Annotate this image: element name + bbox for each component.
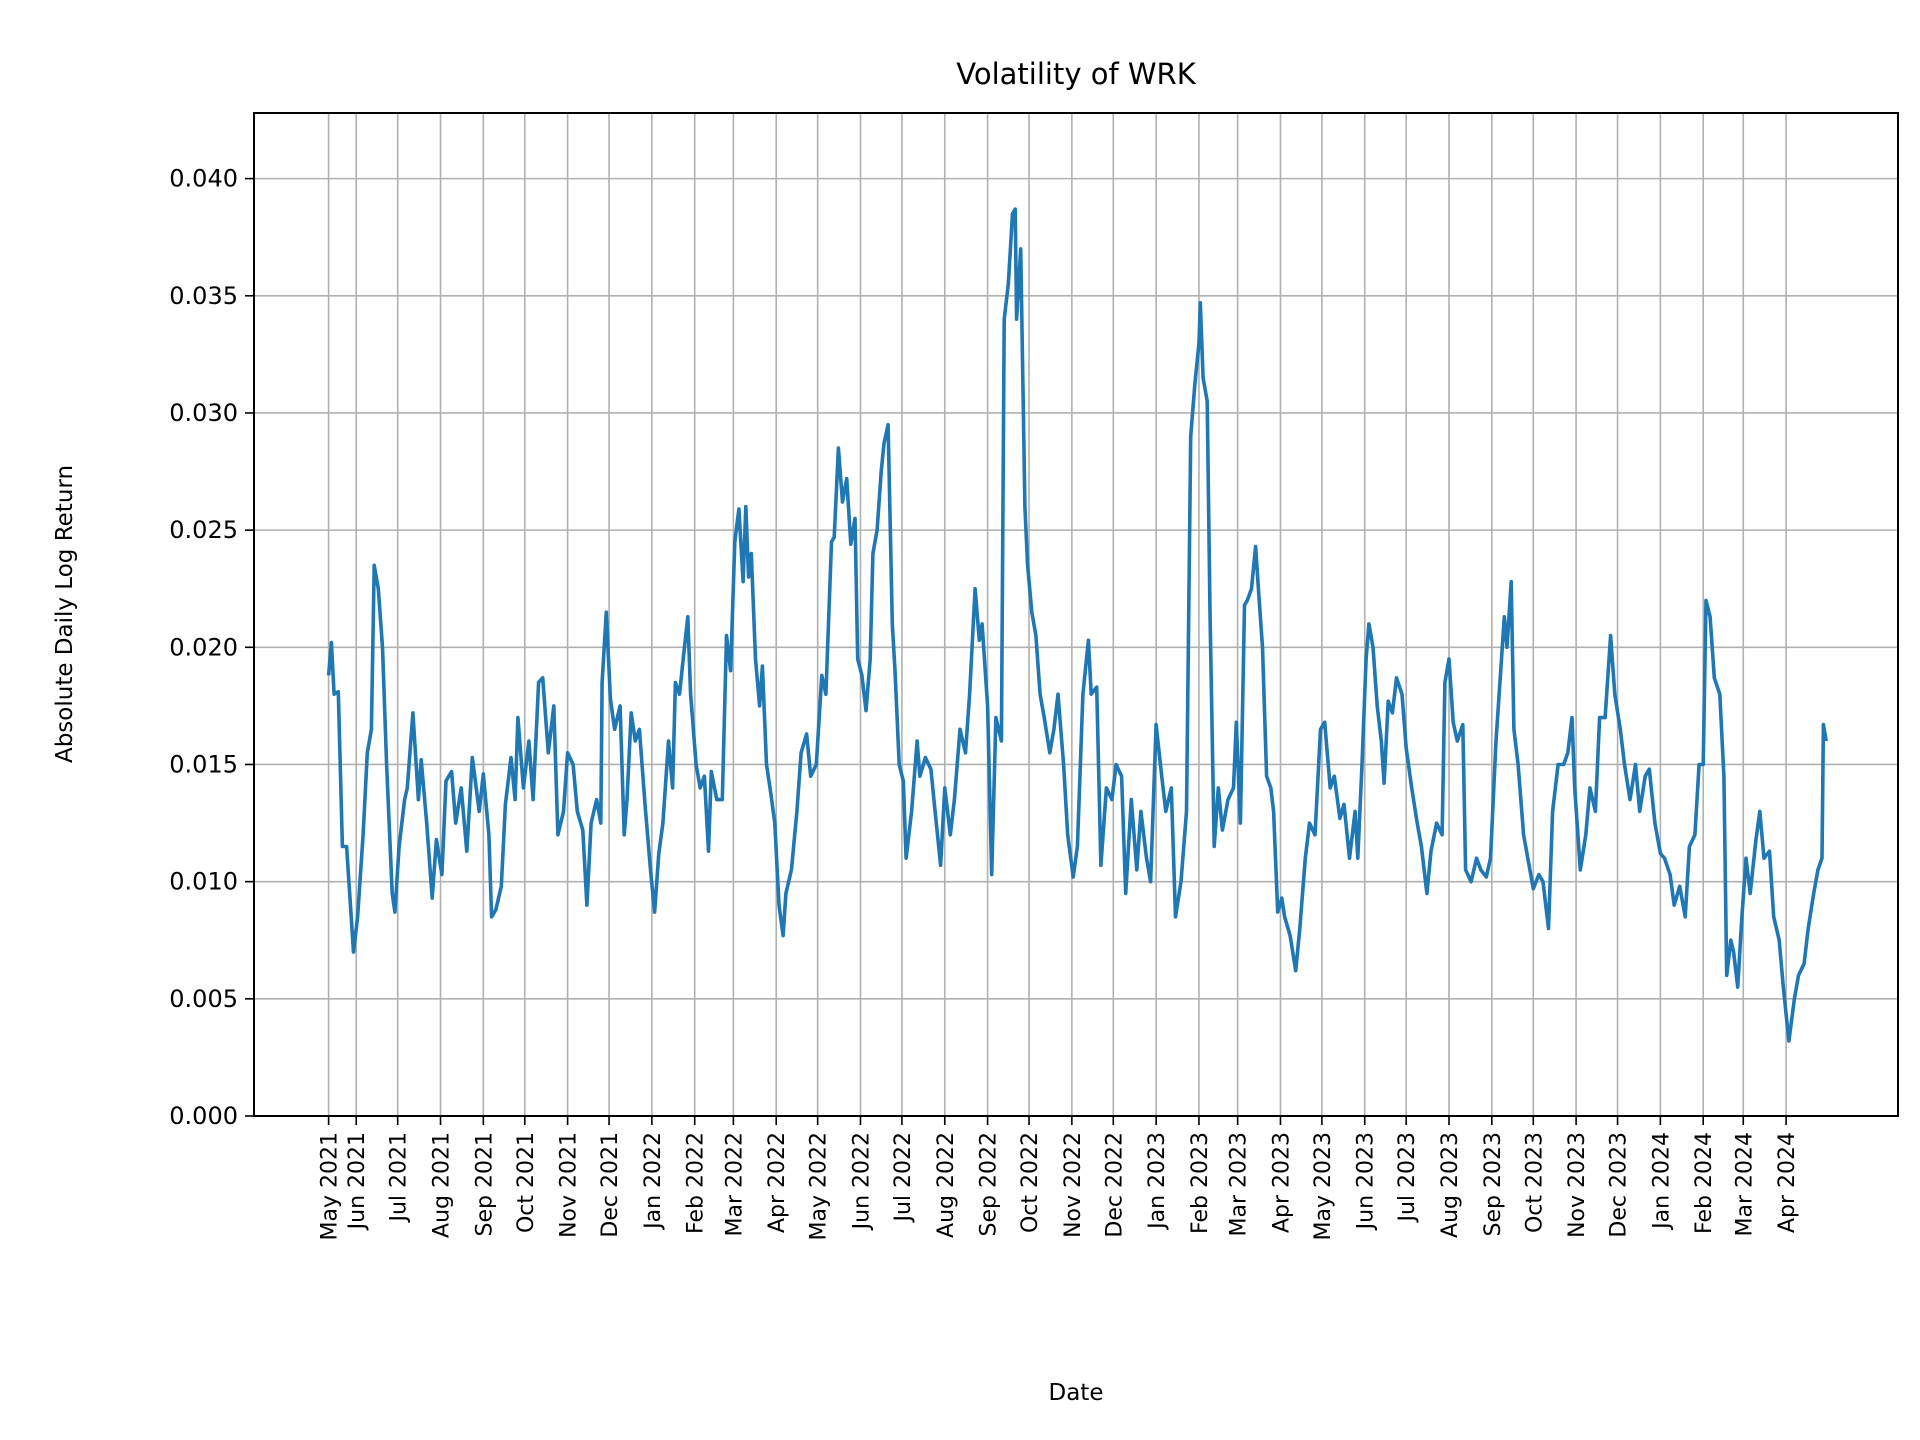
x-tick-label: Dec 2022 — [1102, 1132, 1127, 1238]
x-tick-label: Feb 2023 — [1188, 1132, 1213, 1234]
y-tick-label: 0.020 — [169, 633, 238, 661]
x-tick-label: May 2023 — [1311, 1132, 1336, 1240]
x-tick-label: Jul 2022 — [891, 1132, 916, 1224]
x-tick-label: Sep 2021 — [472, 1132, 497, 1236]
x-tick-label: Mar 2024 — [1732, 1132, 1757, 1237]
series-layer — [326, 207, 1828, 1043]
x-tick-label: Dec 2023 — [1607, 1132, 1632, 1238]
x-tick-label: Oct 2021 — [514, 1132, 539, 1233]
x-tick-label: Apr 2022 — [765, 1132, 790, 1233]
x-tick-label: Aug 2022 — [934, 1132, 959, 1238]
x-tick-label: Mar 2022 — [722, 1132, 747, 1237]
chart-title: Volatility of WRK — [956, 57, 1196, 91]
x-tick-label: Feb 2022 — [684, 1132, 709, 1234]
x-tick-label: Nov 2023 — [1565, 1132, 1590, 1238]
x-tick-label: Jan 2023 — [1145, 1132, 1170, 1231]
y-tick-label: 0.010 — [169, 868, 238, 896]
x-tick-label: Oct 2022 — [1018, 1132, 1043, 1233]
x-tick-label: Nov 2021 — [557, 1132, 582, 1238]
y-tick-label: 0.030 — [169, 399, 238, 427]
y-tick-label: 0.035 — [169, 282, 238, 310]
x-tick-label: Dec 2021 — [598, 1132, 623, 1238]
y-axis-label: Absolute Daily Log Return — [52, 465, 78, 763]
x-tick-label: Jul 2023 — [1395, 1132, 1420, 1224]
x-tick-label: Jan 2022 — [641, 1132, 666, 1231]
y-axis-ticks: 0.000 0.005 0.010 0.015 0.020 0.025 0.030 0.035… — [169, 165, 254, 1130]
y-tick-label: 0.015 — [169, 750, 238, 778]
x-axis-label: Date — [1049, 1380, 1104, 1406]
volatility-line — [326, 207, 1828, 1043]
x-tick-label: Mar 2023 — [1227, 1132, 1252, 1237]
x-tick-label: Sep 2023 — [1481, 1132, 1506, 1236]
y-tick-label: 0.000 — [169, 1102, 238, 1130]
x-tick-label: Jul 2021 — [387, 1132, 412, 1224]
x-tick-label: Feb 2024 — [1692, 1132, 1717, 1234]
x-axis-ticks: May 2021 Jun 2021 Jul 2021 Aug 2021 Sep 2021… — [318, 1116, 1800, 1240]
y-tick-label: 0.040 — [169, 165, 238, 193]
x-tick-label: Aug 2023 — [1438, 1132, 1463, 1238]
axes-frame — [253, 112, 1899, 1117]
x-tick-label: Oct 2023 — [1522, 1132, 1547, 1233]
x-tick-label: Jun 2023 — [1354, 1132, 1379, 1231]
x-tick-label: Jan 2024 — [1649, 1132, 1674, 1231]
x-tick-label: Aug 2021 — [430, 1132, 455, 1238]
x-tick-label: May 2021 — [318, 1132, 343, 1240]
x-tick-label: Nov 2022 — [1061, 1132, 1086, 1238]
grid — [254, 113, 1898, 1117]
x-tick-label: Apr 2023 — [1269, 1132, 1294, 1233]
x-tick-label: Sep 2022 — [977, 1132, 1002, 1236]
y-tick-label: 0.025 — [169, 516, 238, 544]
y-tick-label: 0.005 — [169, 985, 238, 1013]
x-tick-label: Apr 2024 — [1775, 1132, 1800, 1233]
x-tick-label: Jun 2022 — [849, 1132, 874, 1231]
x-tick-label: May 2022 — [807, 1132, 832, 1240]
x-tick-label: Jun 2021 — [345, 1132, 370, 1231]
